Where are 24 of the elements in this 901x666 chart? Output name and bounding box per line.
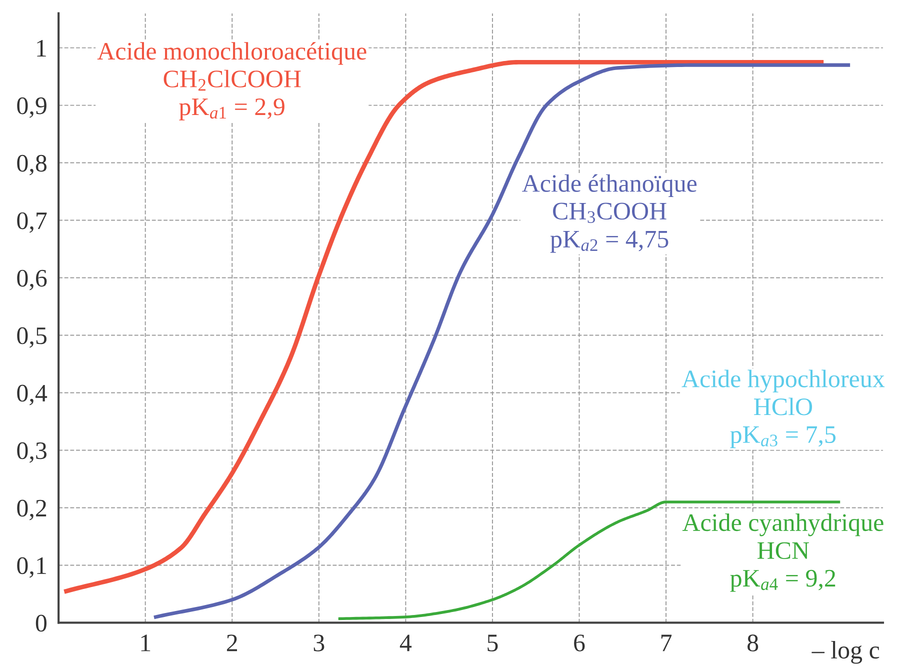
legend-label: Acide hypochloreux HClO pK$_{a3}$ = 7,5	[682, 370, 885, 448]
series-label: Acide monochloroacétique CH$_{2}$ClCOOH pK$_{a1}$ = 2,9	[97, 42, 366, 120]
x-tick-label: 4	[400, 634, 412, 652]
series-label: Acide cyanhydrique HCN pK$_{a4}$ = 9,2	[682, 513, 884, 592]
y-tick-label: 0,7	[17, 212, 47, 233]
x-tick-label: 7	[661, 634, 672, 652]
y-tick-label: 0,3	[17, 442, 46, 463]
x-tick-label: 3	[314, 634, 324, 652]
x-axis-title: – log c	[812, 640, 880, 664]
y-tick-label: 0,9	[17, 97, 46, 118]
x-tick-label: 5	[488, 634, 498, 652]
x-tick-label: 1	[141, 634, 150, 652]
y-tick-label: 0	[36, 614, 46, 632]
y-tick-label: 0,5	[17, 327, 46, 348]
x-tick-label: 6	[574, 634, 585, 652]
y-tick-label: 0,4	[17, 384, 48, 406]
series-label: Acide éthanoïque CH$_{3}$COOH pK$_{a2}$ = 4,75	[522, 174, 697, 253]
x-tick-label: 2	[226, 634, 237, 652]
y-tick-label: 0,1	[17, 557, 46, 578]
x-tick-label: 8	[748, 634, 758, 652]
y-tick-label: 1	[37, 40, 46, 56]
y-tick-label: 0,8	[17, 154, 46, 176]
y-tick-label: 0,2	[17, 500, 46, 520]
y-tick-label: 0,6	[17, 270, 47, 290]
